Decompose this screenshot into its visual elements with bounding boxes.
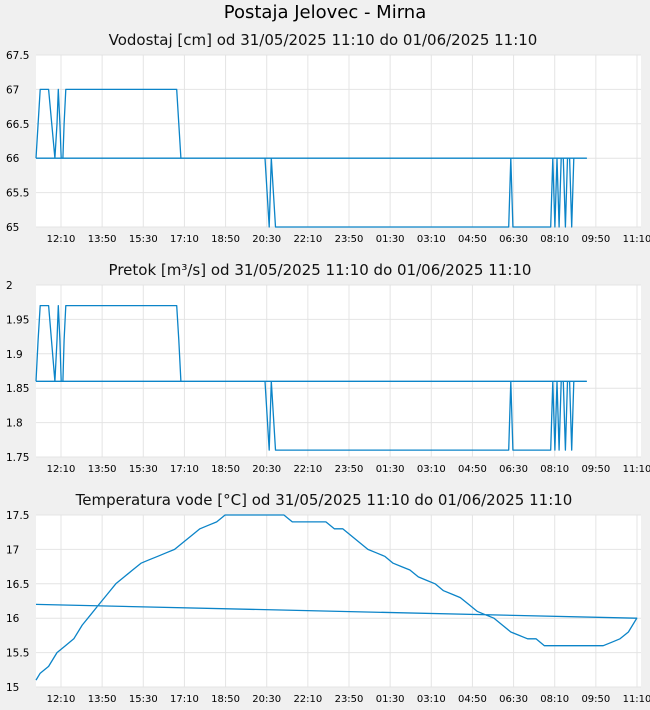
x-tick-label: 01:30 xyxy=(376,234,405,245)
x-tick-label: 08:10 xyxy=(540,694,569,705)
x-tick-label: 04:50 xyxy=(458,694,487,705)
x-tick-label: 06:30 xyxy=(499,464,528,475)
x-tick-label: 03:10 xyxy=(417,694,446,705)
y-tick-label: 15.5 xyxy=(6,648,29,660)
x-tick-label: 22:10 xyxy=(293,694,322,705)
x-tick-label: 12:10 xyxy=(47,234,76,245)
y-tick-label: 16.5 xyxy=(6,579,29,591)
x-tick-label: 01:30 xyxy=(376,464,405,475)
series-line xyxy=(35,304,588,451)
x-tick-label: 13:50 xyxy=(88,694,117,705)
x-tick-label: 13:50 xyxy=(88,464,117,475)
x-tick-label: 09:50 xyxy=(581,234,610,245)
x-tick-label: 12:10 xyxy=(47,464,76,475)
x-tick-label: 04:50 xyxy=(458,464,487,475)
x-tick-label: 11:10 xyxy=(623,694,650,705)
y-tick-label: 15 xyxy=(6,682,19,694)
x-tick-label: 18:50 xyxy=(211,694,240,705)
x-tick-label: 12:10 xyxy=(47,694,76,705)
plot-area xyxy=(36,285,641,457)
x-tick-label: 01:30 xyxy=(376,694,405,705)
x-tick-label: 20:30 xyxy=(252,694,281,705)
y-tick-label: 1.75 xyxy=(6,452,29,464)
x-tick-label: 20:30 xyxy=(252,464,281,475)
y-tick-label: 17.5 xyxy=(6,510,29,522)
x-tick-label: 15:30 xyxy=(129,464,158,475)
x-tick-label: 22:10 xyxy=(293,234,322,245)
y-tick-label: 16 xyxy=(6,613,20,625)
x-tick-label: 18:50 xyxy=(211,464,240,475)
x-tick-label: 17:10 xyxy=(170,464,199,475)
x-tick-label: 13:50 xyxy=(88,234,117,245)
series-line xyxy=(35,88,588,228)
y-tick-label: 1.95 xyxy=(6,314,29,326)
y-tick-label: 1.8 xyxy=(6,418,23,430)
x-tick-label: 15:30 xyxy=(129,234,158,245)
y-tick-label: 66.5 xyxy=(6,119,29,131)
series-line xyxy=(35,514,638,681)
x-tick-label: 11:10 xyxy=(623,464,650,475)
x-tick-label: 17:10 xyxy=(170,234,199,245)
x-tick-label: 09:50 xyxy=(581,464,610,475)
x-tick-label: 22:10 xyxy=(293,464,322,475)
chart-title: Pretok [m³/s] od 31/05/2025 11:10 do 01/… xyxy=(109,261,532,279)
x-tick-label: 03:10 xyxy=(417,234,446,245)
plot-area xyxy=(36,515,641,687)
x-tick-label: 18:50 xyxy=(211,234,240,245)
y-tick-label: 67 xyxy=(6,84,19,96)
x-tick-label: 08:10 xyxy=(540,464,569,475)
x-tick-label: 23:50 xyxy=(335,234,364,245)
x-tick-label: 17:10 xyxy=(170,694,199,705)
y-tick-label: 17 xyxy=(6,544,19,556)
x-tick-label: 03:10 xyxy=(417,464,446,475)
y-tick-label: 66 xyxy=(6,153,20,165)
x-tick-label: 23:50 xyxy=(335,464,364,475)
page-title: Postaja Jelovec - Mirna xyxy=(223,2,427,23)
x-tick-label: 11:10 xyxy=(623,234,650,245)
plot-area xyxy=(36,55,641,227)
water-temperature-chart: Temperatura vode [°C] od 31/05/2025 11:1… xyxy=(6,491,650,705)
x-tick-label: 23:50 xyxy=(335,694,364,705)
y-tick-label: 67.5 xyxy=(6,50,29,62)
y-tick-label: 1.85 xyxy=(6,383,29,395)
x-tick-label: 15:30 xyxy=(129,694,158,705)
y-tick-label: 65.5 xyxy=(6,188,29,200)
water-level-chart: Vodostaj [cm] od 31/05/2025 11:10 do 01/… xyxy=(6,31,650,245)
x-tick-label: 20:30 xyxy=(252,234,281,245)
x-tick-label: 06:30 xyxy=(499,694,528,705)
y-tick-label: 2 xyxy=(6,280,13,292)
y-tick-label: 65 xyxy=(6,222,19,234)
x-tick-label: 09:50 xyxy=(581,694,610,705)
y-tick-label: 1.9 xyxy=(6,349,23,361)
x-tick-label: 08:10 xyxy=(540,234,569,245)
chart-title: Vodostaj [cm] od 31/05/2025 11:10 do 01/… xyxy=(109,31,538,49)
x-tick-label: 04:50 xyxy=(458,234,487,245)
chart-title: Temperatura vode [°C] od 31/05/2025 11:1… xyxy=(75,491,573,509)
flow-chart: Pretok [m³/s] od 31/05/2025 11:10 do 01/… xyxy=(6,261,650,475)
x-tick-label: 06:30 xyxy=(499,234,528,245)
